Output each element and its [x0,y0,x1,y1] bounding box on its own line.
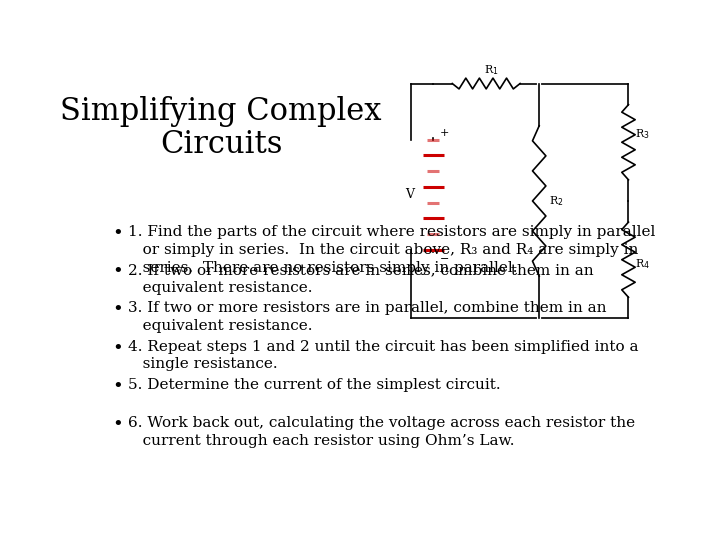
Text: R$_1$: R$_1$ [485,64,499,77]
Text: R$_4$: R$_4$ [635,257,650,271]
Text: •: • [112,378,123,396]
Text: 1. Find the parts of the circuit where resistors are simply in parallel
   or si: 1. Find the parts of the circuit where r… [128,225,655,274]
Text: −: − [440,254,449,264]
Text: +: + [440,127,449,138]
Text: 5. Determine the current of the simplest circuit.: 5. Determine the current of the simplest… [128,378,500,392]
Text: 6. Work back out, calculating the voltage across each resistor the
   current th: 6. Work back out, calculating the voltag… [128,416,635,448]
Text: •: • [112,416,123,434]
Text: R$_2$: R$_2$ [549,194,564,208]
Text: •: • [112,340,123,357]
Text: •: • [112,301,123,319]
Text: •: • [112,225,123,243]
Text: •: • [112,263,123,281]
Text: Circuits: Circuits [160,129,282,160]
Text: Simplifying Complex: Simplifying Complex [60,96,382,127]
Text: 4. Repeat steps 1 and 2 until the circuit has been simplified into a
   single r: 4. Repeat steps 1 and 2 until the circui… [128,340,639,372]
Text: 3. If two or more resistors are in parallel, combine them in an
   equivalent re: 3. If two or more resistors are in paral… [128,301,606,333]
Text: R$_3$: R$_3$ [635,127,650,141]
Text: V: V [405,188,413,201]
Text: 2. If two or more resistors are in series, combine them in an
   equivalent resi: 2. If two or more resistors are in serie… [128,263,593,295]
